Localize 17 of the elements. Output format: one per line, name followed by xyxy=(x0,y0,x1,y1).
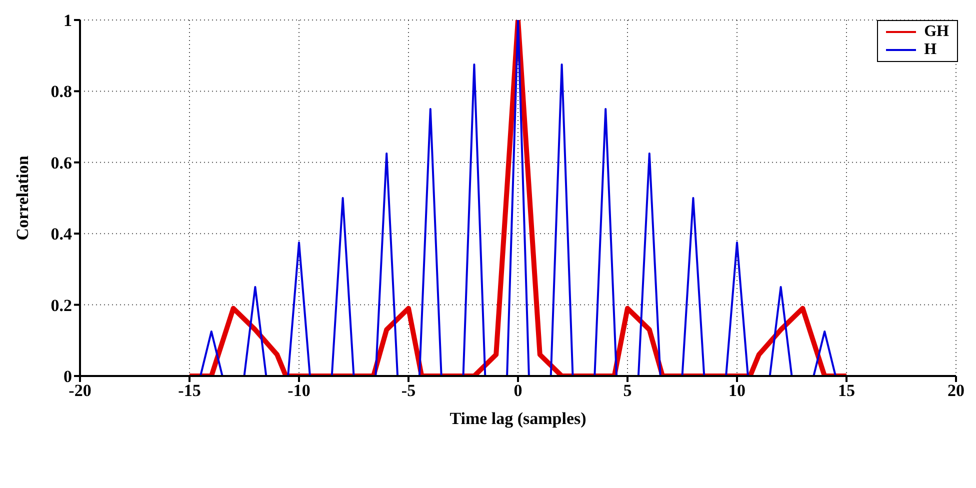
y-tick-label: 0.2 xyxy=(50,296,72,315)
x-tick-label: 0 xyxy=(514,381,522,400)
x-tick-label: 15 xyxy=(838,381,855,400)
x-tick-label: -5 xyxy=(401,381,416,400)
y-tick-label: 0.6 xyxy=(50,153,72,172)
y-tick-label: 0.8 xyxy=(50,82,72,102)
x-tick-label: -15 xyxy=(178,381,201,400)
legend-label: H xyxy=(924,41,937,59)
y-tick-label: 1 xyxy=(64,11,72,30)
x-tick-label: -10 xyxy=(288,381,310,400)
y-tick-label: 0.4 xyxy=(50,224,72,244)
y-axis-title: Correlation xyxy=(13,155,32,240)
x-axis-title: Time lag (samples) xyxy=(450,409,586,428)
x-tick-label: 10 xyxy=(728,381,746,400)
legend-label: GH xyxy=(924,23,949,41)
x-tick-label: 20 xyxy=(948,381,964,400)
x-tick-label: 5 xyxy=(623,381,632,400)
